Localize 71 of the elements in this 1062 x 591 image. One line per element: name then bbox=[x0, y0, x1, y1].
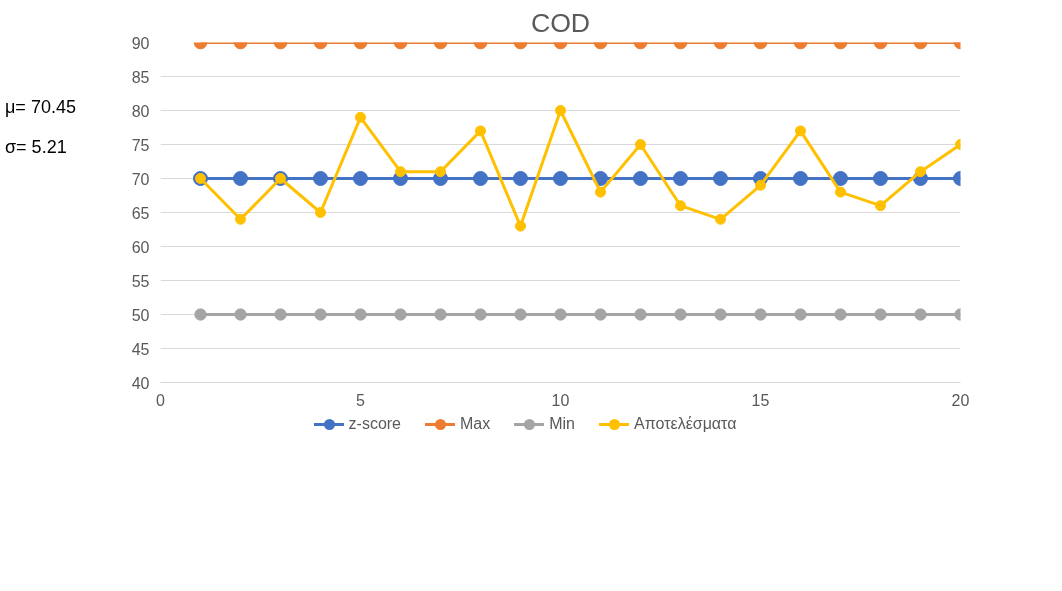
point bbox=[835, 186, 846, 198]
text: σ= 5.21 bbox=[5, 136, 67, 159]
point bbox=[473, 171, 488, 186]
point bbox=[794, 308, 807, 321]
point bbox=[633, 171, 648, 186]
point bbox=[595, 186, 606, 198]
point bbox=[914, 308, 927, 321]
y-tick-label: 80 bbox=[131, 102, 150, 120]
point bbox=[235, 213, 246, 225]
point bbox=[634, 308, 647, 321]
point bbox=[395, 166, 406, 178]
point bbox=[554, 308, 567, 321]
point bbox=[715, 213, 726, 225]
point bbox=[873, 171, 888, 186]
point bbox=[435, 166, 446, 178]
y-tick-label: 40 bbox=[131, 374, 150, 392]
point bbox=[354, 308, 367, 321]
point bbox=[474, 308, 487, 321]
x-tick-label: 10 bbox=[551, 391, 570, 409]
point bbox=[513, 171, 528, 186]
point bbox=[313, 171, 328, 186]
x-tick-label: 5 bbox=[356, 391, 366, 409]
point bbox=[515, 220, 526, 232]
point bbox=[233, 171, 248, 186]
point bbox=[315, 207, 326, 218]
x-tick-label: 20 bbox=[951, 391, 970, 409]
chart-title: COD bbox=[530, 7, 591, 38]
point bbox=[674, 308, 687, 321]
legend-label: Min bbox=[549, 415, 576, 432]
y-tick-label: 65 bbox=[131, 204, 150, 222]
point bbox=[833, 171, 848, 186]
point bbox=[434, 308, 447, 321]
legend-label: z-score bbox=[348, 415, 401, 432]
y-tick-label: 60 bbox=[131, 238, 150, 256]
point bbox=[194, 308, 207, 321]
point bbox=[675, 200, 686, 212]
y-tick-label: 50 bbox=[131, 306, 150, 324]
point bbox=[795, 125, 806, 137]
point bbox=[754, 308, 767, 321]
point bbox=[594, 308, 607, 321]
point bbox=[755, 179, 766, 191]
point bbox=[394, 308, 407, 321]
legend-label: Max bbox=[460, 415, 491, 432]
point bbox=[714, 308, 727, 321]
point bbox=[353, 171, 368, 186]
point bbox=[274, 308, 287, 321]
y-tick-label: 70 bbox=[131, 170, 150, 188]
point bbox=[553, 171, 568, 186]
point bbox=[915, 166, 926, 178]
point bbox=[234, 308, 247, 321]
point bbox=[555, 105, 566, 116]
point bbox=[514, 308, 527, 321]
x-tick-label: 0 bbox=[156, 391, 166, 409]
y-tick-label: 55 bbox=[131, 272, 150, 290]
point bbox=[713, 171, 728, 186]
point bbox=[793, 171, 808, 186]
y-tick-label: 85 bbox=[131, 68, 150, 86]
point bbox=[673, 171, 688, 186]
point bbox=[875, 200, 886, 212]
legend-label: Αποτελέσματα bbox=[634, 415, 737, 432]
point bbox=[355, 111, 366, 123]
y-tick-label: 45 bbox=[131, 340, 150, 358]
point bbox=[635, 139, 646, 150]
y-tick-label: 75 bbox=[131, 136, 150, 154]
text: μ= 70.45 bbox=[5, 96, 76, 119]
point bbox=[314, 308, 327, 321]
point bbox=[874, 308, 887, 321]
point bbox=[834, 308, 847, 321]
x-tick-label: 15 bbox=[751, 391, 770, 409]
point bbox=[475, 125, 486, 137]
y-tick-label: 90 bbox=[131, 34, 150, 52]
